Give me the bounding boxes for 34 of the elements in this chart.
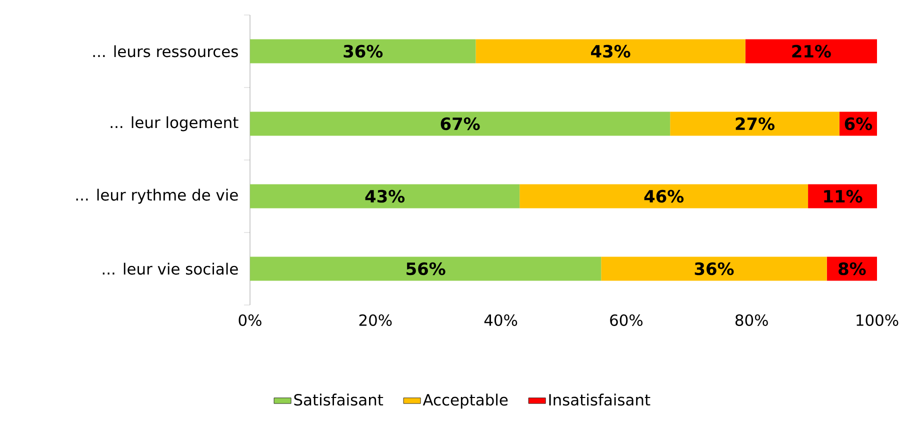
bar	[601, 256, 827, 281]
bar	[250, 184, 520, 208]
legend-label: Insatisfaisant	[549, 394, 650, 406]
data-label: 56%	[406, 262, 446, 276]
bar	[670, 112, 840, 136]
bar	[250, 256, 602, 281]
bar	[250, 112, 670, 136]
data-label: 36%	[344, 44, 383, 58]
data-label: 27%	[736, 117, 774, 130]
data-label: 43%	[591, 44, 630, 58]
y-tick-label: ... leur rythme de vie	[76, 188, 238, 204]
data-label: 6%	[844, 117, 872, 130]
data-label: 11%	[824, 190, 862, 203]
x-tick-label: 40%	[484, 314, 518, 326]
x-tick-label: 0%	[238, 314, 262, 326]
data-label: 43%	[365, 190, 405, 203]
data-label: 8%	[838, 262, 866, 276]
data-label: 21%	[792, 44, 831, 58]
bar	[476, 39, 746, 64]
y-tick-label: ... leur logement	[110, 116, 238, 132]
legend-label: Satisfaisant	[294, 394, 384, 406]
y-tick-label: ... leurs ressources	[93, 45, 238, 58]
data-label: 67%	[440, 117, 480, 130]
bar	[250, 39, 476, 64]
data-label: 36%	[694, 262, 734, 276]
x-tick-label: 80%	[735, 314, 768, 326]
legend-label: Acceptable	[422, 394, 508, 409]
x-tick-label: 60%	[610, 314, 642, 326]
bar	[745, 39, 878, 64]
y-tick-label: ... leur vie sociale	[102, 262, 238, 275]
x-tick-label: 100%	[856, 314, 898, 326]
x-tick-label: 20%	[359, 314, 392, 326]
bar	[520, 184, 808, 208]
data-label: 46%	[644, 190, 684, 203]
